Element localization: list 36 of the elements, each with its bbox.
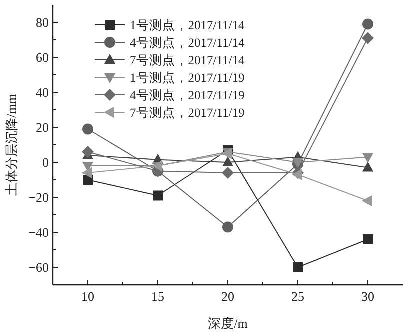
y-tick-label: 40 xyxy=(36,85,49,100)
point xyxy=(153,190,163,201)
point xyxy=(82,162,94,172)
legend-label: 4号测点，2017/11/19 xyxy=(130,88,245,102)
point xyxy=(222,167,234,179)
y-axis-title: 土体分层沉降/mm xyxy=(4,94,19,196)
x-tick-label: 10 xyxy=(82,289,94,304)
point xyxy=(293,262,303,272)
point xyxy=(82,168,92,178)
y-tick-label: −60 xyxy=(28,260,49,275)
legend-label: 4号测点，2017/11/14 xyxy=(130,36,246,50)
point xyxy=(363,234,373,244)
y-tick-label: 0 xyxy=(42,155,49,170)
x-tick-label: 30 xyxy=(362,289,374,304)
point xyxy=(82,146,94,158)
point xyxy=(362,18,374,30)
point xyxy=(222,222,234,233)
legend-label: 1号测点，2017/11/19 xyxy=(130,71,245,85)
y-tick-label: 60 xyxy=(36,50,49,65)
legend-label: 7号测点，2017/11/19 xyxy=(130,106,245,120)
x-axis-title: 深度/m xyxy=(208,316,248,331)
y-tick-label: 80 xyxy=(36,15,49,30)
x-tick-label: 20 xyxy=(222,289,234,304)
y-tick-label: −40 xyxy=(28,225,49,240)
point xyxy=(362,196,372,206)
point xyxy=(362,162,374,172)
point xyxy=(222,156,234,166)
x-tick-label: 15 xyxy=(152,289,164,304)
y-tick-label: −20 xyxy=(28,190,49,205)
point xyxy=(362,32,374,44)
legend-label: 7号测点，2017/11/14 xyxy=(130,54,246,68)
x-tick-label: 25 xyxy=(292,289,304,304)
point xyxy=(82,124,94,135)
y-tick-label: 20 xyxy=(36,120,49,135)
legend-label: 1号测点，2017/11/14 xyxy=(130,18,246,32)
point xyxy=(362,153,374,164)
